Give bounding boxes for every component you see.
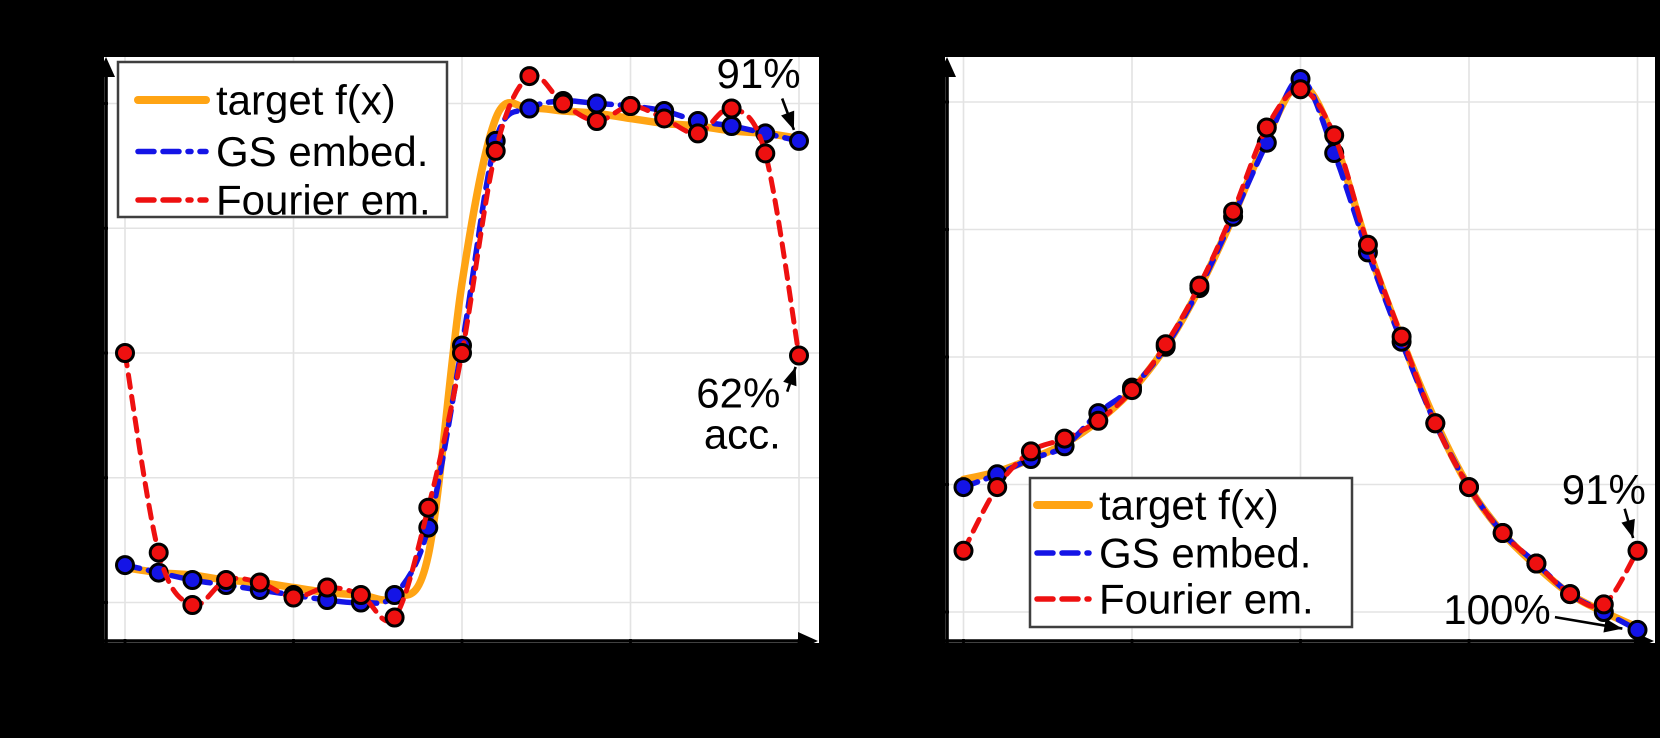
data-point	[586, 111, 607, 131]
data-point	[1391, 326, 1412, 347]
data-point	[1357, 234, 1378, 255]
data-point	[987, 477, 1008, 498]
data-point	[384, 585, 405, 605]
data-point	[148, 542, 169, 563]
annotation-text-91: 91%	[717, 50, 801, 97]
data-point	[485, 140, 506, 161]
data-point	[620, 96, 641, 116]
annotation-91: 91%	[717, 50, 801, 131]
data-point	[1627, 619, 1648, 640]
annotation-text-91: 91%	[1562, 466, 1646, 513]
data-point	[721, 116, 742, 136]
data-point	[249, 572, 270, 593]
data-point	[283, 587, 304, 608]
data-point	[1492, 523, 1513, 543]
data-point	[115, 555, 135, 576]
data-point	[789, 345, 809, 366]
y-axis-arrow-icon	[938, 57, 956, 77]
annotation-arrow-icon	[1554, 615, 1623, 633]
data-point	[1627, 540, 1648, 561]
data-point	[418, 497, 439, 518]
data-point	[384, 607, 405, 628]
annotation-text-100: 100%	[1443, 586, 1550, 633]
data-point	[1020, 441, 1041, 462]
data-point	[553, 93, 574, 114]
legend-right: target f(x)GS embed.Fourier em.	[1028, 476, 1354, 629]
data-point	[1290, 79, 1311, 100]
axes-right	[934, 57, 1654, 655]
x-axis-arrow-icon	[798, 632, 818, 650]
data-point	[953, 477, 974, 498]
annotation-text-acc: acc.	[704, 410, 781, 457]
y-axis-arrow-icon	[97, 57, 115, 77]
data-point	[1459, 477, 1479, 498]
data-point	[1593, 594, 1614, 615]
data-point	[654, 108, 675, 129]
data-point	[115, 343, 135, 363]
data-point	[519, 98, 540, 119]
data-point	[1223, 201, 1244, 222]
data-point	[350, 585, 371, 605]
data-point	[1560, 584, 1581, 605]
legend-label-fourier-em: Fourier em.	[1099, 576, 1314, 623]
fourier-em-markers	[115, 66, 809, 628]
data-point	[1088, 410, 1109, 431]
annotation-arrow-icon	[780, 98, 796, 131]
series-layer-right	[953, 69, 1648, 640]
data-point	[519, 66, 540, 87]
legend-label-gs-embed: GS embed.	[1099, 530, 1311, 577]
legend-label-target-f-x: target f(x)	[1099, 482, 1279, 529]
data-point	[1324, 125, 1345, 146]
data-point	[721, 98, 742, 119]
data-point	[953, 540, 974, 561]
data-point	[586, 93, 607, 114]
data-point	[687, 123, 708, 144]
data-point	[1054, 428, 1075, 449]
data-point	[1155, 334, 1176, 355]
data-point	[1189, 275, 1210, 296]
legend-label-target-f-x: target f(x)	[216, 77, 396, 124]
annotation-62: 62%acc.	[696, 366, 797, 457]
legend-label-gs-embed: GS embed.	[216, 128, 428, 175]
data-point	[755, 143, 776, 164]
data-point	[182, 570, 203, 590]
data-point	[1256, 117, 1277, 138]
data-point	[1526, 553, 1547, 574]
data-point	[789, 130, 809, 151]
data-point	[182, 595, 203, 615]
annotation-arrow-icon	[1621, 508, 1635, 539]
annotation-text-62: 62%	[696, 369, 780, 416]
series-layer-left	[115, 66, 809, 628]
data-point	[1122, 380, 1142, 401]
annotation-100: 100%	[1443, 586, 1623, 633]
data-point	[1425, 413, 1446, 434]
axes-left	[93, 57, 818, 655]
legend-box	[116, 60, 449, 219]
fourier-em-markers	[953, 79, 1648, 615]
annotation-arrow-icon	[783, 366, 797, 393]
plot-panel-left: target f(x)GS embed.Fourier em. 91% 62%acc…	[93, 50, 819, 655]
annotation-91: 91%	[1562, 466, 1646, 539]
data-point	[317, 577, 338, 598]
plot-panel-right: target f(x)GS embed.Fourier em. 91% 100%	[934, 57, 1655, 655]
legend-label-fourier-em: Fourier em.	[216, 177, 431, 224]
data-point	[216, 570, 237, 590]
legend-left: target f(x)GS embed.Fourier em.	[116, 60, 449, 224]
data-point	[452, 343, 472, 363]
